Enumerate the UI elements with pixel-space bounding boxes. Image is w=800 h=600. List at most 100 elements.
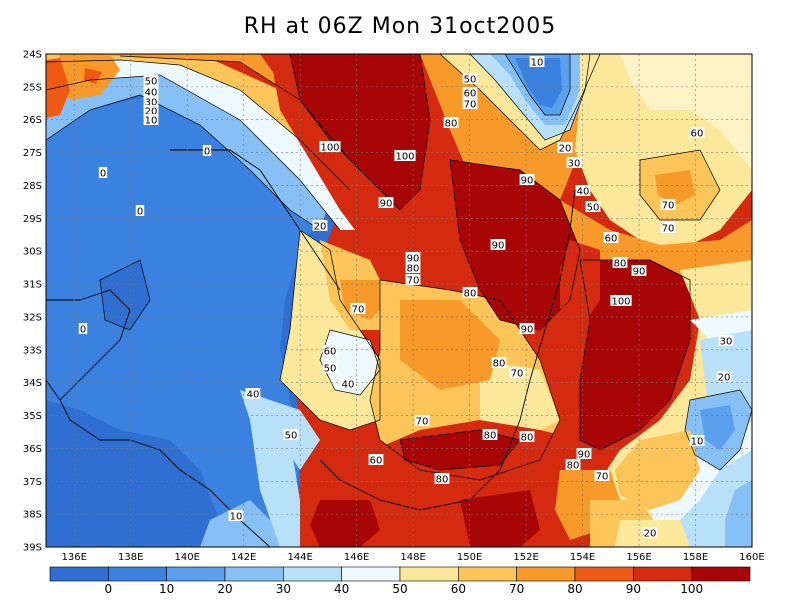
contour-label: 40 (145, 88, 158, 99)
colorbar-tick-label: 0 (105, 582, 113, 596)
lon-label: 148E (400, 552, 425, 563)
latitude-labels: 24S 25S 26S 27S 28S 29S 30S 31S 32S 33S 34S 35S 36S 3… (23, 50, 42, 554)
contour-label-bg (519, 323, 535, 334)
colorbar-swatch (49, 566, 109, 582)
contour-label: 40 (577, 187, 590, 198)
contour-label-bg (642, 527, 658, 538)
contour-label-bg (462, 287, 478, 298)
contour-label: 10 (531, 58, 544, 69)
contour-label: 30 (145, 98, 158, 109)
contour-label-bg (443, 117, 459, 128)
graticule (46, 54, 752, 547)
contour-label: 70 (511, 369, 524, 380)
colorbar-swatch (399, 566, 459, 582)
contour-label-bg (98, 167, 108, 178)
lat-label: 33S (23, 345, 42, 356)
lon-label: 140E (174, 552, 199, 563)
contour-label-bg (245, 388, 261, 399)
contour-label: 60 (691, 129, 704, 140)
contour-label: 50 (464, 75, 477, 86)
contour-label: 50 (324, 364, 337, 375)
contour-label: 90 (578, 450, 591, 461)
contour-label-bg (660, 222, 676, 233)
lon-label: 152E (513, 552, 538, 563)
lat-label: 35S (23, 411, 42, 422)
contour-label: 70 (662, 224, 675, 235)
contour-label-bg (378, 197, 394, 208)
lon-label: 138E (118, 552, 143, 563)
contour-label: 70 (407, 276, 420, 287)
contour-label-bg (283, 429, 299, 440)
contour-label: 30 (568, 159, 581, 170)
contour-label-bg (202, 145, 212, 156)
colorbar-swatch (166, 566, 226, 582)
contour-label-bg (631, 265, 647, 276)
lat-label: 26S (23, 115, 42, 126)
contour-label: 40 (247, 390, 260, 401)
contour-label-bg (529, 56, 545, 67)
contour-label: 80 (521, 433, 534, 444)
contour-label: 50 (587, 203, 600, 214)
lat-label: 27S (23, 148, 42, 159)
contour-label: 0 (204, 147, 210, 158)
contour-label-bg (612, 257, 628, 268)
contour-label-bg (610, 295, 632, 306)
contour-label: 80 (445, 119, 458, 130)
contour-label: 80 (484, 431, 497, 442)
contour-label-bg (405, 252, 421, 263)
colorbar-tick-label: 30 (276, 582, 291, 596)
lon-label: 144E (287, 552, 312, 563)
contour-label-bg (585, 201, 601, 212)
contour-label: 20 (718, 373, 731, 384)
contour-label: 80 (567, 461, 580, 472)
colorbar-swatch (574, 566, 634, 582)
contour-label-bg (78, 323, 88, 334)
contour-label: 0 (100, 169, 106, 180)
colorbar-swatch (516, 566, 576, 582)
contour-label: 80 (407, 264, 420, 275)
colorbar-tick-label: 20 (217, 582, 232, 596)
contour-label-bg (143, 75, 159, 86)
contour-label: 70 (464, 100, 477, 111)
contour-label-bg (689, 435, 705, 446)
colorbar-swatch (224, 566, 284, 582)
map-title: RH at 06Z Mon 31oct2005 (243, 14, 557, 39)
contour-label-bg (322, 345, 338, 356)
contour-label: 0 (137, 207, 143, 218)
contour-label-bg (718, 335, 734, 346)
contour-label: 90 (380, 199, 393, 210)
lon-label: 146E (344, 552, 369, 563)
lon-label: 158E (683, 552, 708, 563)
contour-labels: 1050403020100000201001009050607080203060… (78, 56, 734, 540)
contour-label: 100 (611, 297, 630, 308)
lat-label: 37S (23, 477, 42, 488)
colorbar-tick-label: 100 (680, 582, 703, 596)
colorbar-swatch (458, 566, 517, 582)
contour-label-bg (594, 470, 610, 481)
contour-label: 0 (80, 325, 86, 336)
contour-label-bg (462, 87, 478, 98)
contour-label: 20 (644, 529, 657, 540)
contour-label-bg (576, 448, 592, 459)
lat-label: 24S (23, 50, 42, 61)
contour-label-bg (414, 415, 430, 426)
contour-label-bg (143, 96, 159, 107)
contour-label-bg (490, 239, 506, 250)
contour-label-bg (575, 185, 591, 196)
contour-label: 60 (324, 347, 337, 358)
contour-label: 20 (145, 107, 158, 118)
contour-label: 10 (145, 116, 158, 127)
lat-label: 36S (23, 444, 42, 455)
lat-label: 30S (23, 247, 42, 258)
contour-label: 20 (314, 222, 327, 233)
contour-label: 50 (285, 431, 298, 442)
contour-label: 90 (407, 254, 420, 265)
contour-label: 80 (464, 289, 477, 300)
colorbar-tick-label: 60 (451, 582, 466, 596)
contour-label: 90 (492, 241, 505, 252)
lon-label: 136E (62, 552, 87, 563)
contour-label-bg (689, 127, 705, 138)
contour-label-bg (312, 220, 328, 231)
contour-label: 30 (720, 337, 733, 348)
